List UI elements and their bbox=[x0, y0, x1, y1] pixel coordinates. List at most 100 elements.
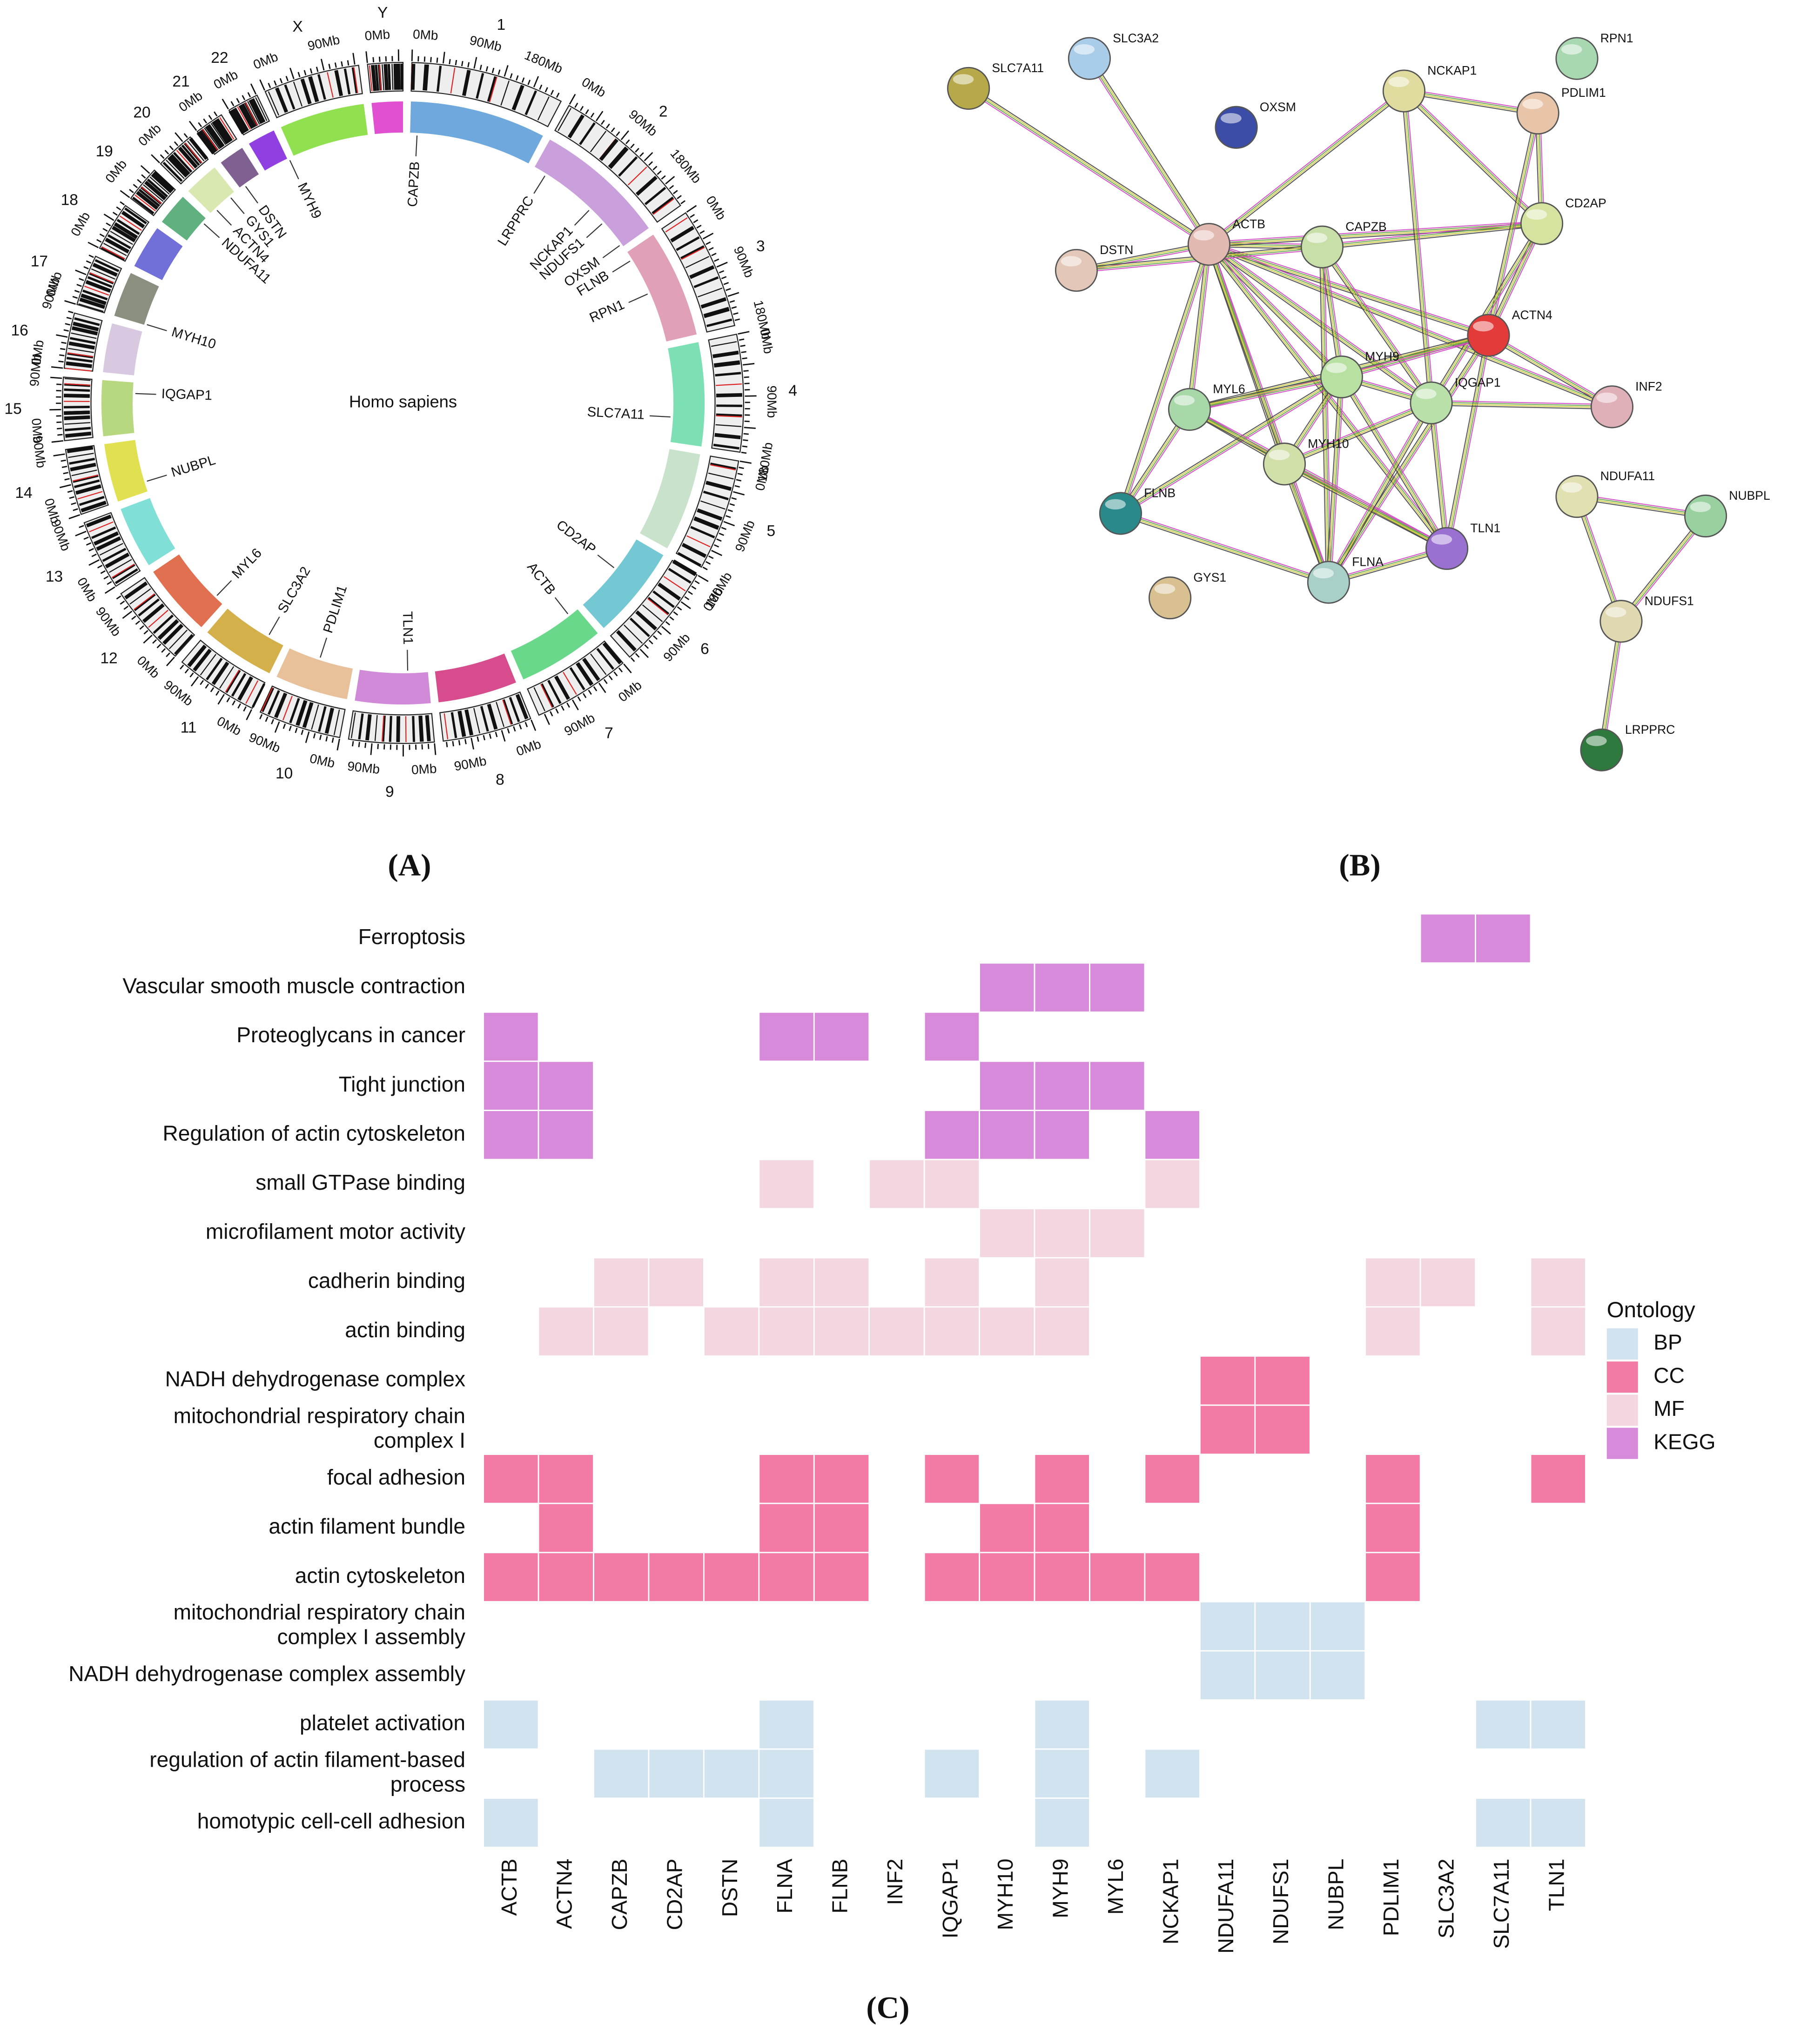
ideogram-band bbox=[423, 64, 428, 91]
network-edge bbox=[1121, 510, 1330, 581]
heatmap-cell bbox=[593, 1257, 650, 1308]
heatmap-cell bbox=[538, 1306, 594, 1357]
heatmap-cell bbox=[1364, 1502, 1421, 1554]
axis-tick bbox=[169, 145, 174, 150]
axis-tick bbox=[733, 491, 745, 496]
network-edge bbox=[1121, 377, 1343, 515]
axis-tick bbox=[434, 743, 437, 755]
ideogram-band bbox=[302, 702, 314, 728]
axis-tick bbox=[684, 596, 690, 600]
node-label: NDUFS1 bbox=[1645, 594, 1694, 608]
node-label: DSTN bbox=[1100, 243, 1133, 257]
axis-tick bbox=[740, 345, 746, 347]
axis-tick bbox=[236, 98, 240, 103]
axis-tick bbox=[598, 683, 606, 693]
network-edge bbox=[1403, 93, 1538, 116]
ideogram-band bbox=[689, 265, 715, 279]
heatmap-cell bbox=[593, 1306, 650, 1357]
heatmap-cell bbox=[923, 1454, 981, 1504]
ideogram-band bbox=[166, 160, 185, 179]
axis-tick bbox=[65, 323, 71, 326]
network-edge bbox=[1120, 375, 1342, 513]
axis-tick bbox=[140, 165, 150, 174]
network-edge bbox=[1122, 245, 1212, 515]
network-edge bbox=[1447, 335, 1490, 549]
heatmap-cell bbox=[483, 1797, 539, 1848]
chromosome-arc bbox=[104, 440, 148, 502]
ideogram-band bbox=[343, 68, 351, 95]
gene-leader bbox=[216, 210, 232, 226]
ideogram-band bbox=[680, 245, 705, 260]
axis-tick bbox=[569, 94, 576, 105]
node-highlight bbox=[1174, 395, 1195, 406]
column-label: TLN1 bbox=[1544, 1859, 1568, 1911]
ideogram-band bbox=[647, 596, 670, 615]
node-highlight bbox=[1561, 44, 1582, 55]
axis-tick bbox=[741, 451, 747, 454]
ideogram-band bbox=[261, 687, 275, 712]
ideogram-band bbox=[425, 715, 431, 742]
ideogram-band bbox=[219, 117, 235, 140]
ideogram-band bbox=[238, 104, 255, 129]
ideogram-band bbox=[698, 288, 723, 298]
axis-tick bbox=[527, 80, 531, 85]
heatmap-cell bbox=[1419, 1257, 1476, 1308]
network-edge bbox=[1119, 374, 1341, 512]
mb-label: 0Mb bbox=[412, 27, 438, 43]
ideogram bbox=[83, 512, 141, 587]
axis-tick bbox=[175, 132, 183, 142]
gene-leader bbox=[612, 261, 631, 273]
ideogram-band bbox=[112, 563, 135, 578]
axis-tick bbox=[120, 600, 125, 605]
ideogram-band bbox=[204, 127, 220, 149]
axis-tick bbox=[122, 610, 133, 619]
node-highlight bbox=[1586, 736, 1607, 746]
axis-tick bbox=[183, 133, 188, 138]
network-node bbox=[1149, 576, 1192, 620]
axis-tick bbox=[91, 553, 97, 557]
heatmap-cell bbox=[1144, 1552, 1201, 1602]
ideogram-band bbox=[74, 317, 100, 326]
heatmap-cell bbox=[979, 1110, 1035, 1160]
axis-tick bbox=[295, 728, 298, 733]
network-edge bbox=[1322, 247, 1343, 377]
ideogram-band bbox=[672, 561, 696, 576]
ideogram-band bbox=[327, 72, 334, 98]
ideogram-band bbox=[590, 131, 607, 153]
heatmap-cell bbox=[758, 1699, 815, 1750]
row-label: platelet activation bbox=[300, 1711, 465, 1735]
heatmap-cell bbox=[1364, 1306, 1421, 1357]
node-highlight bbox=[953, 74, 974, 85]
ideogram-band bbox=[496, 702, 504, 727]
ideogram-band bbox=[124, 581, 148, 600]
ideogram-band bbox=[154, 171, 175, 191]
axis-tick bbox=[188, 121, 197, 131]
ideogram-band bbox=[268, 91, 280, 116]
axis-tick bbox=[521, 77, 525, 83]
ideogram-band bbox=[590, 653, 607, 675]
axis-tick bbox=[644, 644, 649, 649]
ideogram-band bbox=[196, 131, 215, 154]
ideogram-band bbox=[87, 276, 113, 288]
network-edge bbox=[1207, 88, 1403, 243]
network-node bbox=[1425, 527, 1469, 570]
ideogram-band bbox=[142, 603, 165, 623]
ideogram-band bbox=[547, 680, 562, 704]
axis-tick bbox=[282, 724, 286, 729]
axis-tick bbox=[644, 152, 653, 161]
axis-tick bbox=[726, 288, 731, 291]
gene-leader bbox=[628, 293, 648, 303]
network-edge bbox=[1209, 243, 1613, 407]
axis-tick bbox=[452, 741, 454, 747]
row-label: small GTPase binding bbox=[255, 1170, 465, 1194]
ideogram-band bbox=[129, 588, 151, 605]
ideogram-band bbox=[114, 568, 138, 584]
network-edge bbox=[1190, 407, 1449, 547]
axis-tick bbox=[352, 741, 354, 747]
axis-tick bbox=[137, 179, 142, 184]
node-highlight bbox=[1596, 392, 1618, 403]
axis-tick bbox=[566, 702, 570, 708]
network-edge bbox=[1403, 91, 1542, 225]
network-edge bbox=[1209, 241, 1613, 405]
heatmap-cell bbox=[813, 1502, 870, 1554]
